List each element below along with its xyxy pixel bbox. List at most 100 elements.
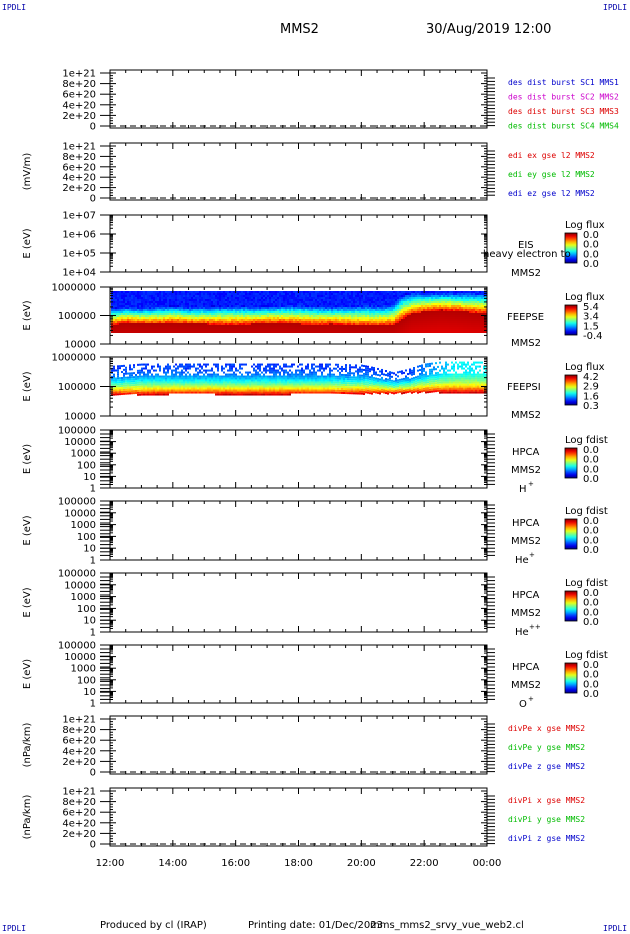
- colorbar-title-feepse: Log flux: [565, 292, 605, 303]
- ytick-label-hpca_he-1: 10: [83, 544, 96, 555]
- legend-des_dist_burst-3: des dist burst SC4 MMS4: [508, 122, 619, 131]
- ylabel-hpca_he: E (eV): [22, 515, 33, 545]
- ylabel-feepse: E (eV): [22, 300, 33, 330]
- colorbar-tick-feepse-1: 3.4: [583, 312, 599, 323]
- legend-edi_e_gse-0: edi ex gse l2 MMS2: [508, 151, 595, 160]
- ytick-label-feepse-0: 10000: [64, 340, 96, 351]
- ytick-label-hpca_h-3: 1000: [71, 449, 96, 460]
- colorbar-tick-eis-0: 0.0: [583, 230, 599, 241]
- colorbar-tick-feepsi-0: 4.2: [583, 372, 599, 383]
- ylabel-hpca_h: E (eV): [22, 444, 33, 474]
- ytick-label-hpca_o-0: 1: [90, 699, 96, 710]
- ytick-label-des_dist_burst-2: 4e+20: [62, 100, 96, 111]
- colorbar-tick-hpca_h-1: 0.0: [583, 455, 599, 466]
- charge-hpca_h: +: [528, 480, 534, 488]
- legend-divpi-0: divPi x gse MMS2: [508, 796, 585, 805]
- colorbar-eis: [564, 232, 578, 264]
- colorbar-title-hpca_hepp: Log fdist: [565, 578, 608, 589]
- colorbar-tick-feepsi-1: 2.9: [583, 382, 599, 393]
- ytick-label-hpca_hepp-3: 1000: [71, 592, 96, 603]
- colorbar-title-hpca_h: Log fdist: [565, 435, 608, 446]
- ytick-label-hpca_o-3: 1000: [71, 664, 96, 675]
- ytick-label-feepse-2: 1000000: [51, 283, 96, 294]
- colorbar-hpca_h: [564, 447, 578, 479]
- ytick-label-divpe-0: 0: [90, 768, 96, 779]
- colorbar-tick-hpca_o-2: 0.0: [583, 679, 599, 690]
- spacecraft-feepsi: MMS2: [511, 410, 541, 421]
- corner-label-bottom-left: IPDLI: [2, 924, 27, 933]
- colorbar-feepsi: [564, 374, 578, 406]
- colorbar-hpca_o: [564, 662, 578, 694]
- ytick-label-des_dist_burst-3: 6e+20: [62, 90, 96, 101]
- colorbar-hpca_he: [564, 518, 578, 550]
- ytick-label-edi_e_gse-3: 6e+20: [62, 162, 96, 173]
- ylabel-eis: E (eV): [22, 228, 33, 258]
- instrument-feepse: FEEPSE: [507, 312, 544, 323]
- ytick-label-hpca_o-5: 100000: [58, 641, 96, 652]
- ytick-label-divpe-1: 2e+20: [62, 757, 96, 768]
- panel-frame-des_dist_burst: [109, 69, 488, 129]
- ytick-label-divpi-2: 4e+20: [62, 818, 96, 829]
- corner-label-top-right: IPDLI: [603, 3, 628, 12]
- legend-divpe-0: divPe x gse MMS2: [508, 724, 585, 733]
- spacecraft-eis: MMS2: [511, 268, 541, 279]
- colorbar-tick-eis-1: 0.0: [583, 240, 599, 251]
- ytick-label-divpe-4: 8e+20: [62, 725, 96, 736]
- xtick-label-4: 20:00: [347, 858, 376, 869]
- ylabel-divpe: (nPa/km): [22, 723, 33, 768]
- colorbar-tick-feepse-0: 5.4: [583, 302, 599, 313]
- ytick-label-divpi-0: 0: [90, 840, 96, 851]
- ytick-label-edi_e_gse-2: 4e+20: [62, 173, 96, 184]
- footer-script-name: mms_mms2_srvy_vue_web2.cl: [370, 920, 524, 931]
- colorbar-tick-hpca_hepp-0: 0.0: [583, 588, 599, 599]
- ytick-label-hpca_h-4: 10000: [64, 437, 96, 448]
- corner-label-bottom-right: IPDLI: [603, 924, 628, 933]
- ytick-label-edi_e_gse-5: 1e+21: [62, 142, 96, 153]
- header-spacecraft: MMS2: [280, 22, 319, 37]
- colorbar-tick-feepsi-3: 0.3: [583, 401, 599, 412]
- footer-printing-date: Printing date: 01/Dec/2023: [248, 920, 384, 931]
- ytick-label-feepse-1: 100000: [58, 311, 96, 322]
- legend-edi_e_gse-1: edi ey gse l2 MMS2: [508, 170, 595, 179]
- instrument-hpca_o: HPCA: [512, 662, 540, 673]
- colorbar-title-hpca_he: Log fdist: [565, 506, 608, 517]
- panel-frame-divpi: [109, 787, 488, 847]
- ytick-label-hpca_h-2: 100: [77, 460, 96, 471]
- legend-divpi-1: divPi y gse MMS2: [508, 815, 585, 824]
- ytick-label-feepsi-2: 1000000: [51, 353, 96, 364]
- spacecraft-feepse: MMS2: [511, 338, 541, 349]
- ytick-label-divpi-4: 8e+20: [62, 797, 96, 808]
- ytick-label-feepsi-1: 100000: [58, 382, 96, 393]
- xtick-label-3: 18:00: [284, 858, 313, 869]
- ytick-label-hpca_he-2: 100: [77, 532, 96, 543]
- ytick-label-hpca_he-0: 1: [90, 556, 96, 567]
- colorbar-tick-hpca_hepp-3: 0.0: [583, 617, 599, 628]
- colorbar-tick-hpca_o-0: 0.0: [583, 660, 599, 671]
- charge-hpca_hepp: ++: [529, 623, 541, 631]
- ylabel-feepsi: E (eV): [22, 371, 33, 401]
- instrument-feepsi: FEEPSI: [507, 382, 541, 393]
- ytick-label-edi_e_gse-1: 2e+20: [62, 183, 96, 194]
- ylabel-edi_e_gse: (mV/m): [22, 153, 33, 191]
- panel-frame-eis: [109, 214, 488, 273]
- colorbar-tick-feepse-3: -0.4: [583, 331, 603, 342]
- footer-producer: Produced by cl (IRAP): [100, 920, 207, 931]
- legend-divpe-1: divPe y gse MMS2: [508, 743, 585, 752]
- ytick-label-hpca_h-1: 10: [83, 472, 96, 483]
- panel-frame-hpca_hepp: [109, 572, 488, 633]
- legend-des_dist_burst-1: des dist burst SC2 MMS2: [508, 93, 619, 102]
- ytick-label-edi_e_gse-0: 0: [90, 194, 96, 205]
- colorbar-tick-hpca_o-3: 0.0: [583, 689, 599, 700]
- instrument-hpca_h: HPCA: [512, 447, 540, 458]
- ytick-label-hpca_o-4: 10000: [64, 652, 96, 663]
- ylabel-hpca_o: E (eV): [22, 659, 33, 689]
- ytick-label-hpca_h-0: 1: [90, 484, 96, 495]
- colorbar-feepse: [564, 304, 578, 336]
- ytick-label-hpca_hepp-4: 10000: [64, 580, 96, 591]
- panel-frame-divpe: [109, 715, 488, 775]
- ytick-label-divpe-3: 6e+20: [62, 736, 96, 747]
- xtick-label-0: 12:00: [96, 858, 125, 869]
- xtick-label-6: 00:00: [473, 858, 502, 869]
- colorbar-tick-hpca_h-3: 0.0: [583, 474, 599, 485]
- extra-label-eis: heavy electron to: [483, 249, 571, 260]
